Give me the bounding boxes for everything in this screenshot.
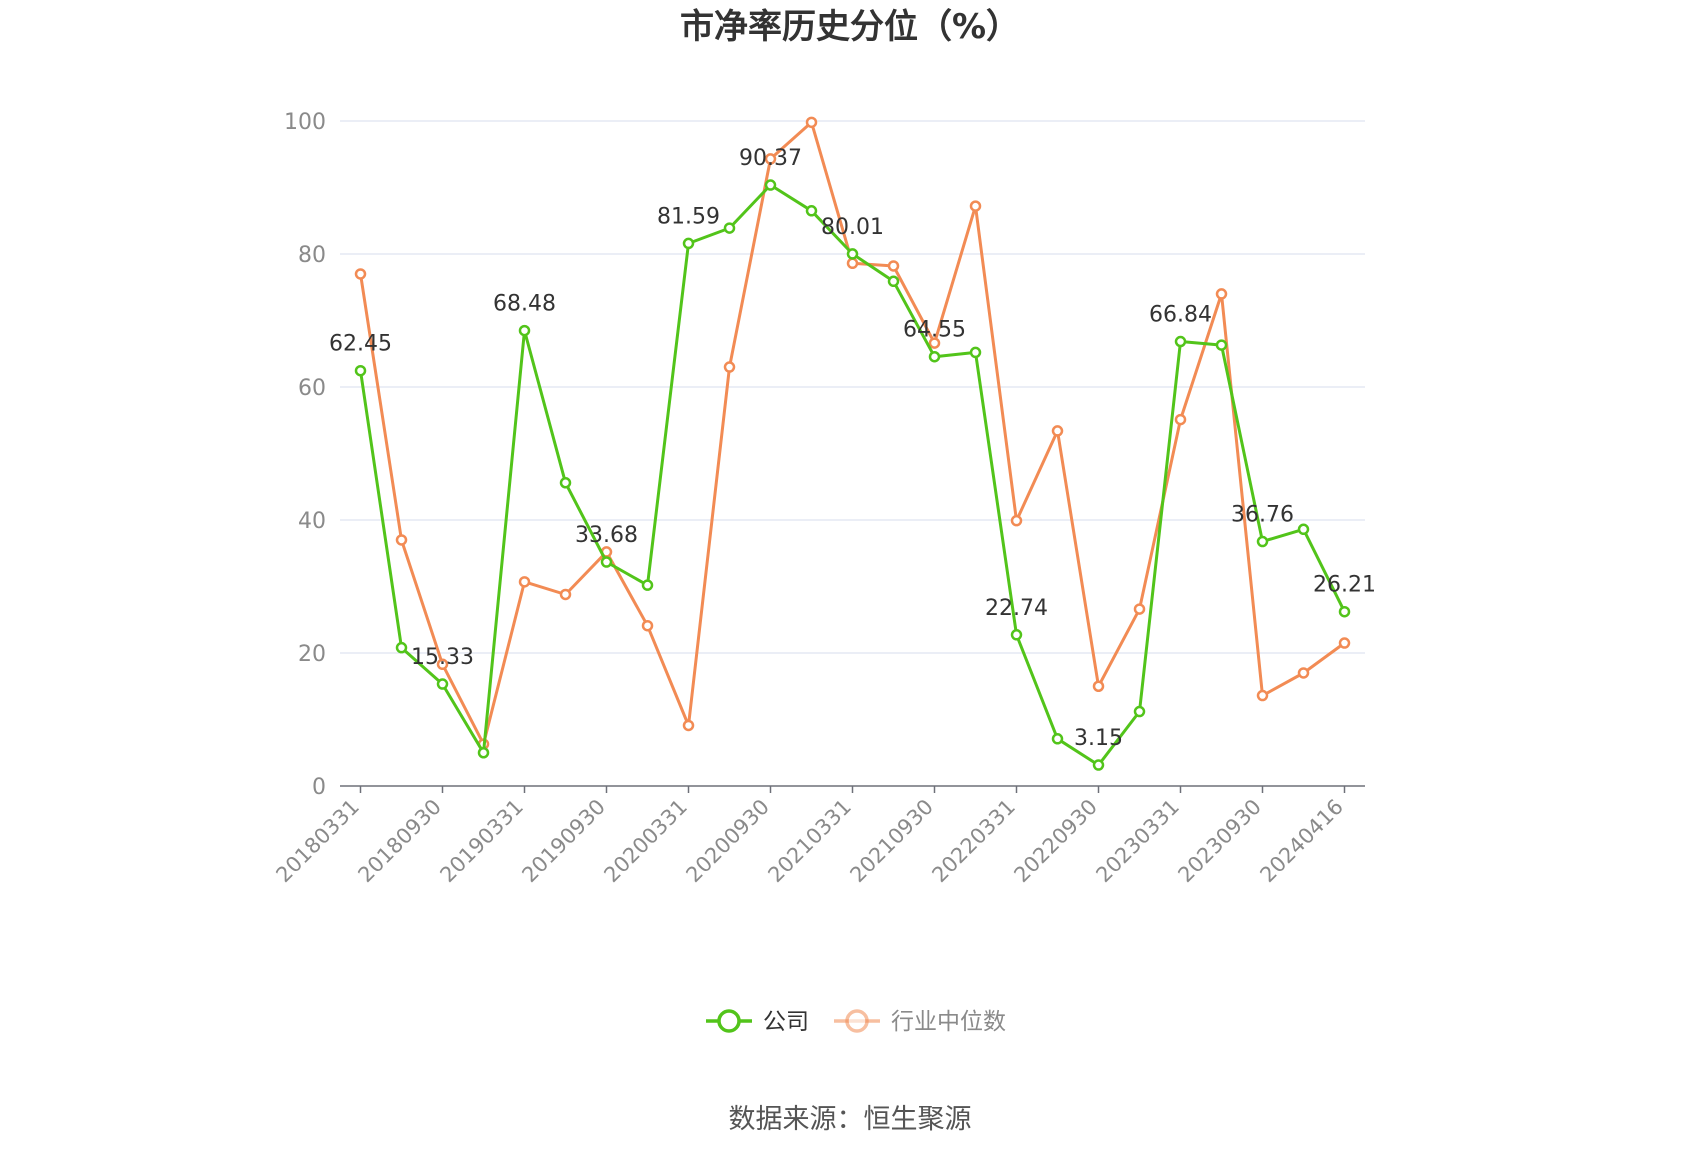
data-label: 15.33 bbox=[411, 645, 474, 670]
series-0-point[interactable] bbox=[641, 579, 654, 591]
series-1-point[interactable] bbox=[1338, 637, 1351, 649]
series-0-point[interactable] bbox=[805, 205, 818, 217]
series-1-point[interactable] bbox=[805, 116, 818, 129]
data-label: 68.48 bbox=[493, 292, 556, 317]
series-0-point[interactable] bbox=[518, 324, 531, 337]
data-source: 数据来源：恒生聚源 bbox=[729, 1104, 972, 1135]
x-tick-label: 20180331 bbox=[271, 795, 364, 888]
data-label: 22.74 bbox=[985, 596, 1048, 621]
legend-swatch-marker bbox=[717, 1009, 741, 1033]
series-1-point[interactable] bbox=[682, 719, 695, 732]
series-0-point[interactable] bbox=[682, 237, 695, 250]
data-label: 64.55 bbox=[903, 318, 966, 343]
x-tick-label: 20190930 bbox=[517, 795, 610, 888]
legend-label: 公司 bbox=[763, 1009, 809, 1035]
x-tick-label: 20230331 bbox=[1091, 795, 1184, 888]
series-0-point[interactable] bbox=[1133, 705, 1146, 718]
series-1-point[interactable] bbox=[928, 337, 941, 349]
data-label: 62.45 bbox=[329, 332, 392, 357]
series-1-point[interactable] bbox=[395, 534, 408, 546]
series-1-point[interactable] bbox=[969, 200, 982, 212]
series-1-point[interactable] bbox=[1297, 667, 1310, 679]
x-tick-label: 20240416 bbox=[1255, 795, 1348, 888]
series-0-point[interactable] bbox=[354, 364, 367, 377]
series-0-point[interactable] bbox=[969, 346, 982, 359]
x-tick-label: 20220331 bbox=[927, 795, 1020, 888]
legend-swatch-marker bbox=[845, 1009, 869, 1033]
series-1-point[interactable] bbox=[1256, 689, 1269, 702]
data-label: 66.84 bbox=[1149, 303, 1212, 328]
x-tick-label: 20210930 bbox=[845, 795, 938, 888]
series-1-point[interactable] bbox=[641, 619, 654, 632]
data-label: 90.37 bbox=[739, 146, 802, 171]
series-1-point[interactable] bbox=[559, 588, 572, 601]
series-0-point[interactable] bbox=[1174, 335, 1187, 348]
legend-label: 行业中位数 bbox=[891, 1009, 1006, 1035]
series-1-point[interactable] bbox=[436, 658, 449, 671]
data-label: 80.01 bbox=[821, 215, 884, 240]
x-tick-label: 20190331 bbox=[435, 795, 528, 888]
x-tick-label: 20180930 bbox=[353, 795, 446, 888]
x-tick-label: 20220930 bbox=[1009, 795, 1102, 888]
x-tick-label: 20210331 bbox=[763, 795, 856, 888]
series-1-point[interactable] bbox=[1215, 288, 1228, 300]
series-1-point[interactable] bbox=[723, 361, 736, 373]
series-0-point[interactable] bbox=[764, 179, 777, 191]
series-1-point[interactable] bbox=[1174, 413, 1187, 426]
series-1-point[interactable] bbox=[1133, 603, 1146, 615]
series-line-0 bbox=[359, 183, 1346, 767]
data-label: 36.76 bbox=[1231, 503, 1294, 528]
data-label: 81.59 bbox=[657, 204, 720, 229]
series-1-point[interactable] bbox=[764, 153, 777, 165]
series-0-point[interactable] bbox=[600, 556, 613, 568]
grid bbox=[340, 120, 1365, 654]
legend-item-0[interactable]: 公司 bbox=[706, 1009, 809, 1035]
series-0-point[interactable] bbox=[1051, 733, 1064, 745]
series-0-point[interactable] bbox=[928, 350, 941, 363]
data-label: 33.68 bbox=[575, 523, 638, 548]
series-0-point[interactable] bbox=[1092, 759, 1105, 771]
y-tick-label: 20 bbox=[298, 642, 326, 667]
series-0-point[interactable] bbox=[1297, 523, 1310, 536]
series-0-point[interactable] bbox=[559, 477, 572, 489]
series-1-point[interactable] bbox=[518, 576, 531, 588]
x-tick-label: 20230930 bbox=[1173, 795, 1266, 888]
series-0-point[interactable] bbox=[395, 641, 408, 654]
series-0-point[interactable] bbox=[846, 248, 859, 260]
legend[interactable]: 公司 行业中位数 bbox=[706, 1009, 1006, 1035]
x-tick-label: 20200331 bbox=[599, 795, 692, 888]
series-layer bbox=[354, 116, 1351, 771]
series-0-point[interactable] bbox=[436, 678, 449, 690]
data-label: 26.21 bbox=[1313, 573, 1376, 598]
x-tick-label: 20200930 bbox=[681, 795, 774, 888]
data-labels: 62.45 15.33 68.48 33.68 81.59 90.37 80.01 64.55… bbox=[329, 146, 1376, 751]
series-1-point[interactable] bbox=[1051, 425, 1064, 437]
legend-item-1[interactable]: 行业中位数 bbox=[834, 1009, 1006, 1035]
series-1-point[interactable] bbox=[887, 260, 900, 272]
series-1-point[interactable] bbox=[1010, 514, 1023, 527]
y-tick-label: 100 bbox=[284, 110, 326, 135]
series-0-point[interactable] bbox=[1338, 605, 1351, 618]
series-0-point[interactable] bbox=[723, 222, 736, 234]
series-0-point[interactable] bbox=[887, 275, 900, 288]
series-0-point[interactable] bbox=[1010, 629, 1023, 641]
series-0-point[interactable] bbox=[477, 747, 490, 759]
chart-title: 市净率历史分位（%） bbox=[680, 7, 1020, 47]
series-1-point[interactable] bbox=[1092, 680, 1105, 692]
axes: 0 20 40 60 80 100 2018033120180930201903312019… bbox=[271, 110, 1365, 887]
y-tick-label: 60 bbox=[298, 376, 326, 401]
data-label: 3.15 bbox=[1074, 726, 1123, 751]
y-tick-label: 40 bbox=[298, 509, 326, 534]
series-0-point[interactable] bbox=[1256, 535, 1269, 548]
y-tick-label: 0 bbox=[312, 775, 326, 800]
series-1-point[interactable] bbox=[846, 257, 859, 270]
series-1-point[interactable] bbox=[354, 268, 367, 280]
y-tick-label: 80 bbox=[298, 243, 326, 268]
series-0-point[interactable] bbox=[1215, 339, 1228, 351]
